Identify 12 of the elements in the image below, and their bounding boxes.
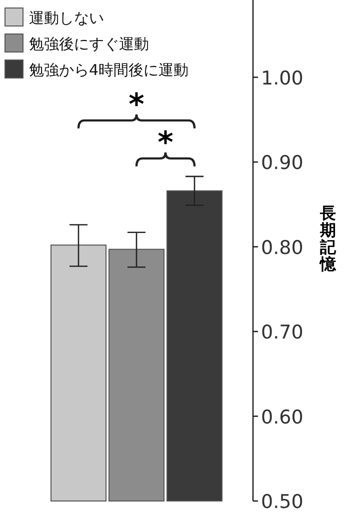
annotation: * xyxy=(158,125,174,160)
y-tick-label: 0.50 xyxy=(261,491,304,513)
legend-label: 運動しない xyxy=(29,9,104,27)
y-tick-label: 0.60 xyxy=(261,406,304,428)
annotation: * xyxy=(128,87,145,122)
y-tick-label: 1.00 xyxy=(261,67,304,90)
legend-label: 勉強後にすぐ運動 xyxy=(29,35,149,53)
legend-label: 勉強から4時間後に運動 xyxy=(29,61,189,79)
y-tick-label: 0.70 xyxy=(261,322,304,344)
y-tick-label: 0.80 xyxy=(261,236,304,259)
y-tick-label: 0.90 xyxy=(261,152,304,174)
y-axis-title: 長期記憶 xyxy=(319,204,337,274)
